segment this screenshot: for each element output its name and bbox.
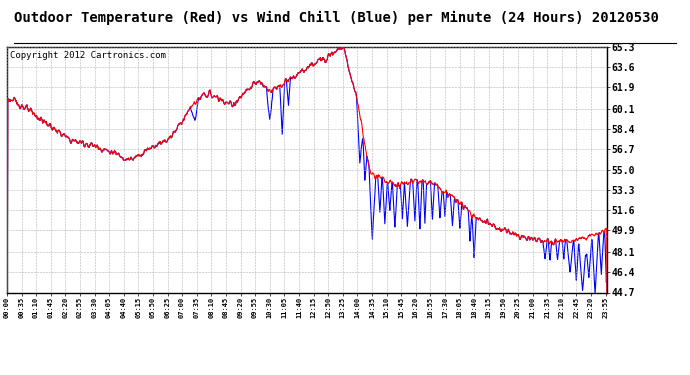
Text: Copyright 2012 Cartronics.com: Copyright 2012 Cartronics.com (10, 51, 166, 60)
Text: Outdoor Temperature (Red) vs Wind Chill (Blue) per Minute (24 Hours) 20120530: Outdoor Temperature (Red) vs Wind Chill … (14, 11, 659, 26)
